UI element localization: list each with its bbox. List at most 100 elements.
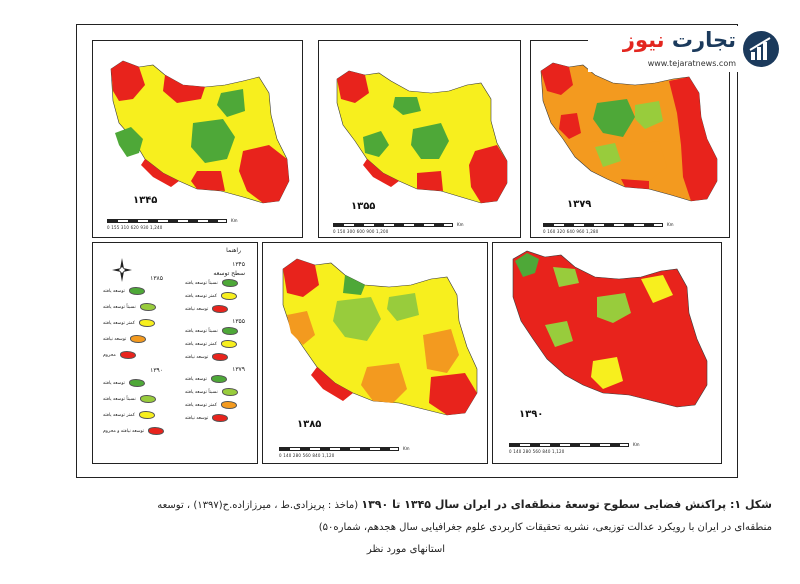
legend-item: کمتر توسعه یافته (185, 340, 237, 348)
legend-item-label: نسبتاً توسعه یافته (185, 280, 218, 286)
legend-item-label: نسبتاً توسعه یافته (185, 328, 218, 334)
legend-item: توسعه نیافته (185, 353, 229, 361)
legend-swatch (221, 279, 238, 287)
iran-map-1390 (512, 250, 708, 408)
legend-item: توسعه نیافته و محروم (103, 427, 165, 435)
legend-swatch (119, 351, 136, 359)
legend-group-title: ۱۳۵۵ (232, 318, 245, 325)
iran-map-1355 (336, 70, 508, 204)
legend-item-label: توسعه نیافته (185, 306, 209, 312)
scale-bar: Km 0 155 310 620 930 1,240 (107, 218, 247, 233)
map-panel-1385: ۱۳۸۵ Km 0 140 280 560 840 1,120 (262, 242, 488, 464)
legend-item: توسعه یافته (185, 375, 227, 383)
legend-item-label: نسبتاً توسعه یافته (103, 304, 136, 310)
legend-panel: راهنما ۱۳۸۵ توسعه یافته نسبتاً توسعه یافته… (92, 242, 258, 464)
region-ne (669, 77, 717, 201)
scale-ticks: 0 140 280 560 840 1,120 (509, 449, 565, 454)
iran-map-1345 (110, 60, 290, 204)
legend-swatch (212, 305, 229, 313)
region-se (429, 373, 477, 415)
iran-map-1385 (282, 258, 478, 416)
brand-name-part1: تجارت (671, 28, 736, 52)
map-panel-1390: ۱۳۹۰ Km 0 140 280 560 840 1,120 (492, 242, 722, 464)
region-nw (541, 63, 573, 95)
region-cn (635, 101, 663, 129)
legend-item-label: کمتر توسعه یافته (185, 341, 217, 347)
legend-swatch (128, 379, 145, 387)
caption-line-1: شکل ۱: پراکنش فضایی سطوح توسعهٔ منطقه‌ای… (40, 494, 772, 517)
legend-swatch (138, 319, 155, 327)
region-c (597, 293, 631, 323)
legend-item: توسعه یافته (103, 379, 145, 387)
region-c (593, 99, 635, 137)
region-cs (591, 357, 623, 389)
region-sc (191, 171, 225, 191)
legend-item-label: کمتر توسعه یافته (103, 412, 135, 418)
map-panel-1345: ۱۳۴۵ Km 0 155 310 620 930 1,240 (92, 40, 303, 238)
legend-swatch (221, 327, 238, 335)
legend-group-title: ۱۳۷۹ (232, 366, 245, 373)
scale-ticks: 0 155 310 620 930 1,240 (107, 225, 163, 230)
brand-logo: تجارت نیوز www.tejaratnews.com (588, 26, 784, 72)
legend-swatch (212, 414, 229, 422)
scale-unit: Km (633, 442, 640, 447)
region-ne (217, 89, 245, 117)
region-ne (641, 275, 673, 303)
region-nw (111, 61, 145, 101)
legend-item-label: نسبتاً توسعه یافته (185, 389, 218, 395)
scale-bar: Km 0 140 280 560 840 1,120 (279, 446, 429, 461)
legend-item: کمتر توسعه یافته (185, 401, 237, 409)
legend-swatch (139, 395, 156, 403)
region-nw (515, 253, 539, 277)
brand-name-part2: نیوز (622, 28, 665, 52)
scale-ticks: 0 140 280 560 840 1,120 (279, 453, 335, 458)
caption-source: (ماخذ : پریزادی.ط ، میرزازاده.ح(۱۳۹۷) ، … (157, 500, 362, 511)
region-n (343, 275, 365, 295)
legend-swatch (148, 427, 165, 435)
map-year-label: ۱۳۴۵ (133, 195, 158, 206)
region-sw (141, 159, 179, 187)
region-sc (621, 179, 649, 189)
region-se (239, 145, 289, 203)
legend-item-label: توسعه نیافته و محروم (103, 428, 145, 434)
region-n (553, 267, 579, 287)
scale-ticks: 0 160 320 640 960 1,280 (543, 229, 599, 234)
region-sw (311, 367, 353, 401)
legend-swatch (212, 353, 229, 361)
region-w (559, 113, 581, 139)
legend-swatch (210, 375, 227, 383)
region-cs (629, 141, 667, 181)
legend-swatch (139, 303, 156, 311)
region-c (191, 119, 235, 163)
region-n (163, 75, 205, 103)
scale-bar: Km 0 140 280 560 840 1,120 (509, 442, 659, 457)
region-e (423, 329, 459, 373)
scale-bar: Km 0 150 300 600 900 1,200 (333, 222, 473, 237)
legend-swatch (220, 340, 237, 348)
caption-line-3: استانهای مورد نظر (366, 544, 446, 555)
map-panel-1355: ۱۳۵۵ Km 0 150 300 600 900 1,200 (318, 40, 521, 238)
legend-item: کمتر توسعه یافته (103, 411, 155, 419)
scale-bar: Km 0 160 320 640 960 1,280 (543, 222, 693, 237)
scale-unit: Km (403, 446, 410, 451)
map-year-label: ۱۳۸۵ (297, 419, 322, 430)
scale-ticks: 0 150 300 600 900 1,200 (333, 229, 389, 234)
legend-item: محروم (103, 351, 136, 359)
region-nw (283, 259, 319, 297)
legend-item: نسبتاً توسعه یافته (185, 279, 238, 287)
region-nw (337, 71, 369, 103)
legend-item-label: توسعه یافته (103, 380, 125, 386)
brand-url: www.tejaratnews.com (647, 59, 736, 68)
legend-swatch (220, 292, 237, 300)
legend-item-label: کمتر توسعه یافته (103, 320, 135, 326)
legend-item-label: نسبتاً توسعه یافته (103, 396, 136, 402)
legend-heading: راهنما (226, 247, 241, 254)
legend-swatch (220, 401, 237, 409)
legend-item-label: کمتر توسعه یافته (185, 293, 217, 299)
legend-item-label: محروم (103, 352, 116, 358)
region-sc (417, 171, 443, 191)
legend-item: نسبتاً توسعه یافته (103, 395, 156, 403)
legend-item: کمتر توسعه یافته (103, 319, 155, 327)
figure-caption: شکل ۱: پراکنش فضایی سطوح توسعهٔ منطقه‌ای… (40, 494, 772, 561)
legend-swatch (138, 411, 155, 419)
